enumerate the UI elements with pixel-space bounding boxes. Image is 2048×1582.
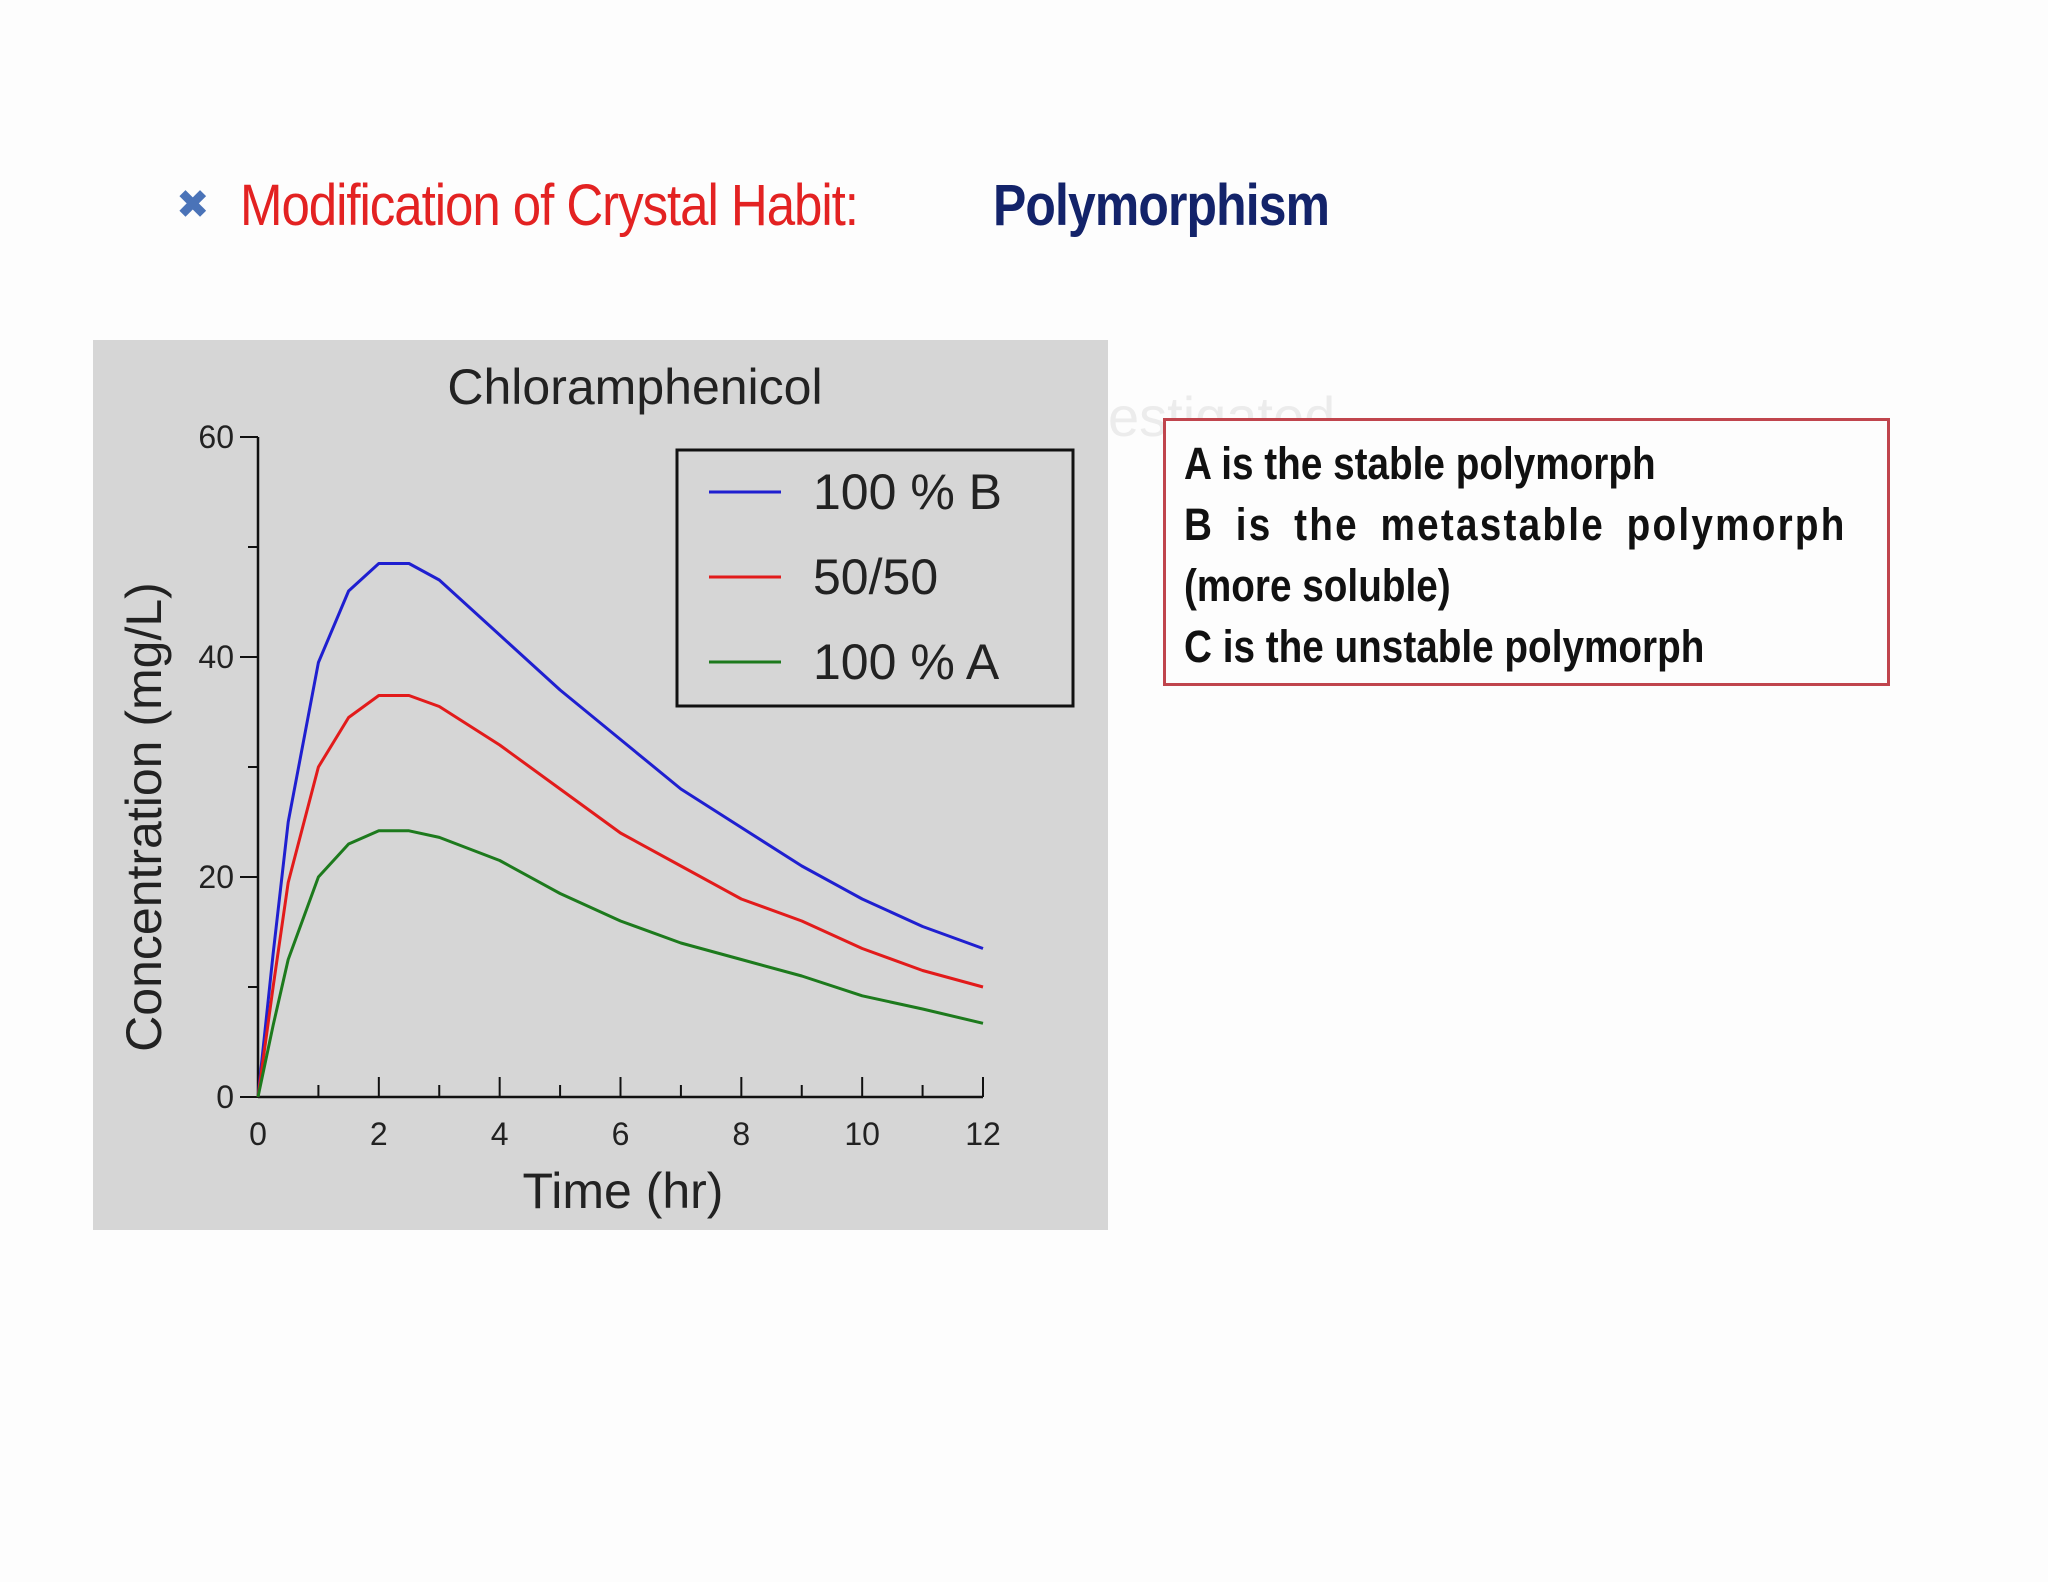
note-line-b: B is the metastable polymorph — [1184, 499, 1847, 550]
legend-label: 100 % A — [813, 634, 1000, 690]
legend-box — [675, 448, 1075, 708]
x-tick-label: 8 — [732, 1116, 750, 1152]
x-bullet-icon: ✖ — [176, 182, 210, 228]
series-line-2 — [256, 694, 984, 1098]
legend-label: 100 % B — [813, 464, 1002, 520]
series-line-1 — [256, 562, 984, 1098]
legend-label: 50/50 — [813, 549, 938, 605]
title-highlight: Polymorphism — [993, 172, 1330, 238]
y-tick-label: 20 — [198, 859, 234, 895]
series-line-3 — [256, 829, 984, 1098]
y-tick-label: 40 — [198, 639, 234, 675]
x-axis-label: Time (hr) — [523, 1163, 724, 1219]
x-tick-label: 4 — [491, 1116, 509, 1152]
note-line-b-cont: (more soluble) — [1184, 560, 1451, 611]
note-line-c: C is the unstable polymorph — [1184, 621, 1705, 672]
y-axis-label: Concentration (mg/L) — [116, 582, 172, 1052]
y-tick-label: 60 — [198, 419, 234, 455]
x-tick-label: 0 — [249, 1116, 267, 1152]
x-tick-label: 10 — [844, 1116, 880, 1152]
y-tick-label: 0 — [216, 1079, 234, 1115]
x-tick-label: 6 — [612, 1116, 630, 1152]
slide-title: ✖ Modification of Crystal Habit: — [176, 165, 942, 245]
chart-svg: Chloramphenicol 0 20 40 60 0 2 4 6 8 10 12 Time (hr)… — [116, 359, 1075, 1219]
note-line-a: A is the stable polymorph — [1184, 438, 1656, 489]
x-tick-label: 2 — [370, 1116, 388, 1152]
note-box: A is the stable polymorph B is the metas… — [1163, 418, 1890, 686]
title-prefix: Modification of Crystal Habit: — [239, 172, 859, 238]
chart-panel: Chloramphenicol 0 20 40 60 0 2 4 6 8 10 12 Time (hr)… — [93, 340, 1108, 1230]
x-tick-label: 12 — [965, 1116, 1001, 1152]
chart-title: Chloramphenicol — [447, 359, 822, 415]
